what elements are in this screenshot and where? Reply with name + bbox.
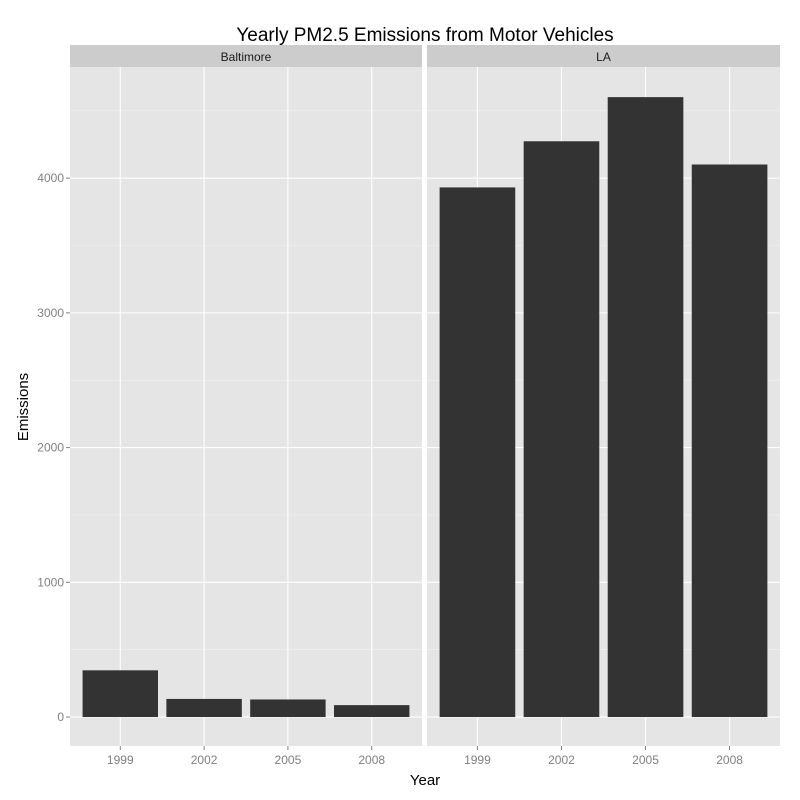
facet-strip-label: LA (596, 50, 611, 64)
y-axis-title: Emissions (15, 373, 32, 441)
chart-title: Yearly PM2.5 Emissions from Motor Vehicl… (236, 25, 613, 46)
facet-strip (427, 45, 780, 67)
x-tick-label: 2002 (191, 753, 218, 767)
bar-la-2005 (607, 97, 684, 718)
facet-strip (70, 45, 422, 67)
y-tick-label: 3000 (37, 306, 64, 320)
facet-strip-label: Baltimore (221, 50, 272, 64)
bar-la-2008 (691, 164, 768, 718)
x-tick-label: 2008 (716, 753, 743, 767)
x-tick-label: 2005 (632, 753, 659, 767)
facet-panels: Baltimore 1999 2002 2005 2008 LA 1999 2002 2005 2… (37, 45, 780, 767)
x-tick-label: 2002 (548, 753, 575, 767)
x-tick-label: 1999 (464, 753, 491, 767)
bar-la-1999 (439, 187, 516, 718)
bar-baltimore-2002 (166, 698, 242, 718)
panel-background (70, 67, 422, 746)
facet-baltimore: Baltimore 1999 2002 2005 2008 (70, 45, 422, 767)
bar-baltimore-2008 (334, 705, 410, 718)
y-tick-label: 2000 (37, 441, 64, 455)
x-tick-label: 2005 (275, 753, 302, 767)
bar-baltimore-2005 (250, 699, 326, 718)
x-axis-title: Year (410, 772, 440, 789)
x-tick-label: 1999 (107, 753, 134, 767)
x-tick-label: 2008 (358, 753, 385, 767)
bar-la-2002 (523, 141, 600, 718)
facet-la: LA 1999 2002 2005 2008 (427, 45, 780, 767)
bar-baltimore-1999 (82, 670, 158, 718)
y-tick-label: 0 (57, 710, 64, 724)
y-tick-label: 1000 (37, 575, 64, 589)
y-tick-label: 4000 (37, 171, 64, 185)
